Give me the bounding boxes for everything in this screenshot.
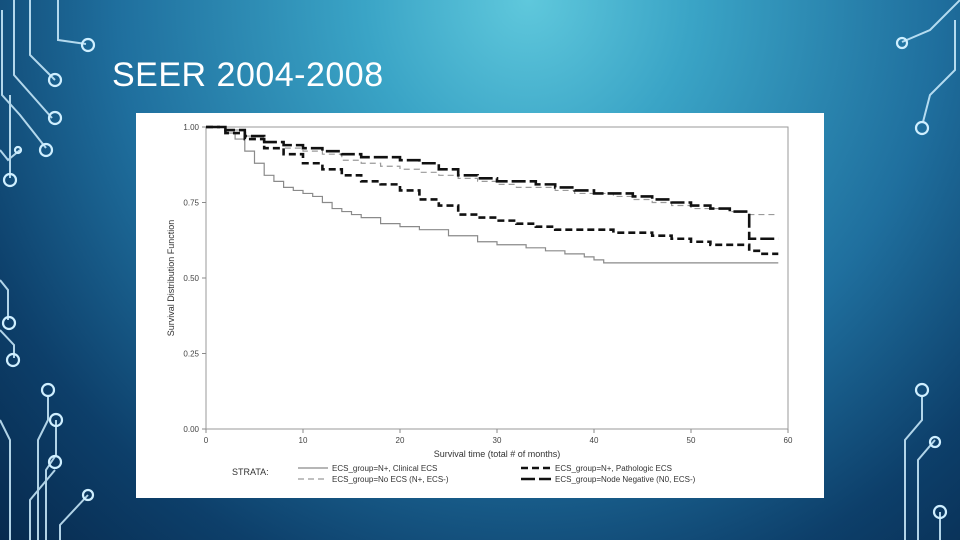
circuit-node-icon — [40, 382, 56, 398]
circuit-node-icon — [2, 172, 18, 188]
circuit-node-icon — [895, 36, 909, 50]
y-axis-label: Survival Distribution Function — [166, 220, 176, 337]
circuit-node-icon — [47, 454, 63, 470]
legend-label: ECS_group=N+, Clinical ECS — [332, 464, 437, 473]
circuit-node-icon — [81, 488, 95, 502]
survival-chart: 0.00 0.25 0.50 0.75 1.00 0 10 20 30 40 50 60 Survi… — [166, 123, 793, 484]
legend-title: STRATA: — [232, 467, 269, 477]
x-tick-label: 10 — [299, 436, 308, 445]
x-tick-label: 60 — [784, 436, 793, 445]
circuit-node-icon — [5, 352, 21, 368]
y-tick-label: 0.75 — [183, 199, 199, 208]
plot-frame — [205, 126, 789, 430]
x-tick-label: 50 — [687, 436, 696, 445]
survival-chart-card: 0.00 0.25 0.50 0.75 1.00 0 10 20 30 40 50 60 Survi… — [136, 113, 824, 498]
circuit-node-icon — [914, 120, 930, 136]
slide-title: SEER 2004-2008 — [112, 56, 384, 94]
x-axis-label: Survival time (total # of months) — [434, 449, 561, 459]
y-tick-label: 0.25 — [183, 350, 199, 359]
circuit-node-icon — [928, 435, 942, 449]
circuit-node-icon — [48, 412, 64, 428]
legend-label: ECS_group=N+, Pathologic ECS — [555, 464, 672, 473]
circuit-node-icon — [932, 504, 948, 520]
circuit-node-icon — [80, 37, 96, 53]
legend-label: ECS_group=No ECS (N+, ECS-) — [332, 475, 449, 484]
y-tick-label: 0.50 — [183, 274, 199, 283]
circuit-node-icon — [914, 382, 930, 398]
x-tick-label: 30 — [493, 436, 502, 445]
series-line-4 — [206, 125, 779, 241]
x-tick-label: 40 — [590, 436, 599, 445]
circuit-node-icon — [47, 72, 63, 88]
y-tick-label: 0.00 — [183, 425, 199, 434]
circuit-node-icon — [38, 142, 54, 158]
x-tick-label: 20 — [396, 436, 405, 445]
circuit-node-icon — [47, 110, 63, 126]
series-line-3 — [206, 125, 779, 256]
x-tick-label: 0 — [204, 436, 209, 445]
series-line-1 — [206, 126, 779, 264]
circuit-node-icon — [13, 145, 23, 155]
circuit-node-icon — [1, 315, 17, 331]
legend-label: ECS_group=Node Negative (N0, ECS-) — [555, 475, 696, 484]
y-tick-label: 1.00 — [183, 123, 199, 132]
series-line-2 — [206, 126, 779, 216]
